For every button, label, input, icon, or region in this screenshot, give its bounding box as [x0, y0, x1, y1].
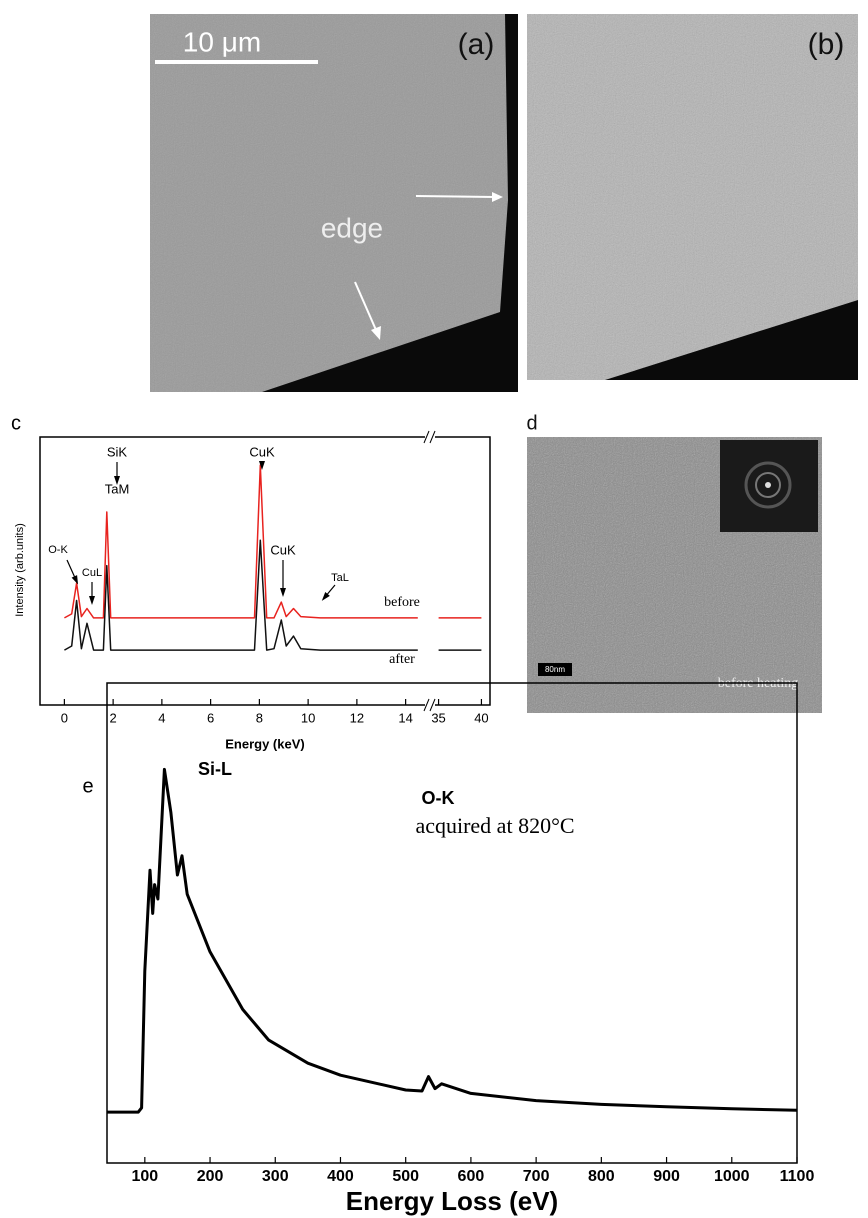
- x-tick-label: 14: [398, 710, 412, 725]
- fft-center: [765, 482, 771, 488]
- scale-label: 10 μm: [183, 26, 261, 57]
- x-tick-label: 2: [110, 710, 117, 725]
- x-tick-label: 35: [431, 710, 445, 725]
- panel-a: 10 μm (a) edge: [150, 14, 518, 392]
- series-label: before: [384, 595, 420, 610]
- panel-label: (b): [808, 28, 845, 61]
- x-tick-label: 12: [350, 710, 364, 725]
- x-tick-label: 0: [61, 710, 68, 725]
- x-tick-label: 1000: [714, 1168, 750, 1185]
- panel-d: d 80nm before heating: [526, 412, 822, 713]
- annotation: SiK: [107, 444, 128, 459]
- annotation: edge: [321, 212, 383, 243]
- x-tick-label: 1100: [780, 1168, 815, 1185]
- annotation: CuL: [82, 567, 102, 579]
- x-tick-label: 200: [197, 1168, 224, 1185]
- arrow-head: [72, 575, 78, 584]
- annotation: CuK: [249, 444, 275, 459]
- x-tick-label: 100: [131, 1168, 158, 1185]
- arrow-head: [89, 596, 95, 605]
- x-tick-label: 600: [458, 1168, 485, 1185]
- annotation: acquired at 820°C: [415, 813, 574, 838]
- figure: 10 μm (a) edge (b) d 80nm before heating…: [0, 0, 868, 1218]
- annotation: TaL: [331, 572, 349, 584]
- x-tick-label: 6: [207, 710, 214, 725]
- x-tick-label: 8: [256, 710, 263, 725]
- x-axis-label: Energy (keV): [225, 736, 304, 751]
- x-tick-label: 40: [474, 710, 488, 725]
- panel-label: c: [11, 412, 21, 434]
- annotation: O-K: [48, 544, 68, 556]
- y-axis-label: Intensity (arb.units): [14, 523, 26, 617]
- x-tick-label: 300: [262, 1168, 289, 1185]
- panel-label: e: [82, 775, 93, 797]
- annotation: O-K: [422, 788, 455, 808]
- x-tick-label: 900: [653, 1168, 680, 1185]
- x-tick-label: 700: [523, 1168, 550, 1185]
- panel-label: d: [526, 412, 537, 434]
- arrow: [416, 196, 495, 197]
- chart-e: 100 200 300 400 500 600 700 800 900 1000 1100 Si-L O…: [82, 683, 814, 1216]
- panel-label: (a): [458, 28, 495, 61]
- x-tick-label: 800: [588, 1168, 615, 1185]
- series-label: after: [389, 652, 415, 667]
- scale-label: 80nm: [545, 665, 565, 674]
- panel-b: (b): [527, 14, 858, 380]
- annotation: CuK: [270, 542, 296, 557]
- plot-frame: [107, 683, 797, 1163]
- x-tick-label: 400: [327, 1168, 354, 1185]
- annotation: Si-L: [198, 759, 232, 779]
- arrow-head: [280, 588, 286, 597]
- x-tick-label: 10: [301, 710, 315, 725]
- x-tick-label: 4: [158, 710, 165, 725]
- x-axis-label: Energy Loss (eV): [346, 1186, 558, 1216]
- x-tick-label: 500: [392, 1168, 419, 1185]
